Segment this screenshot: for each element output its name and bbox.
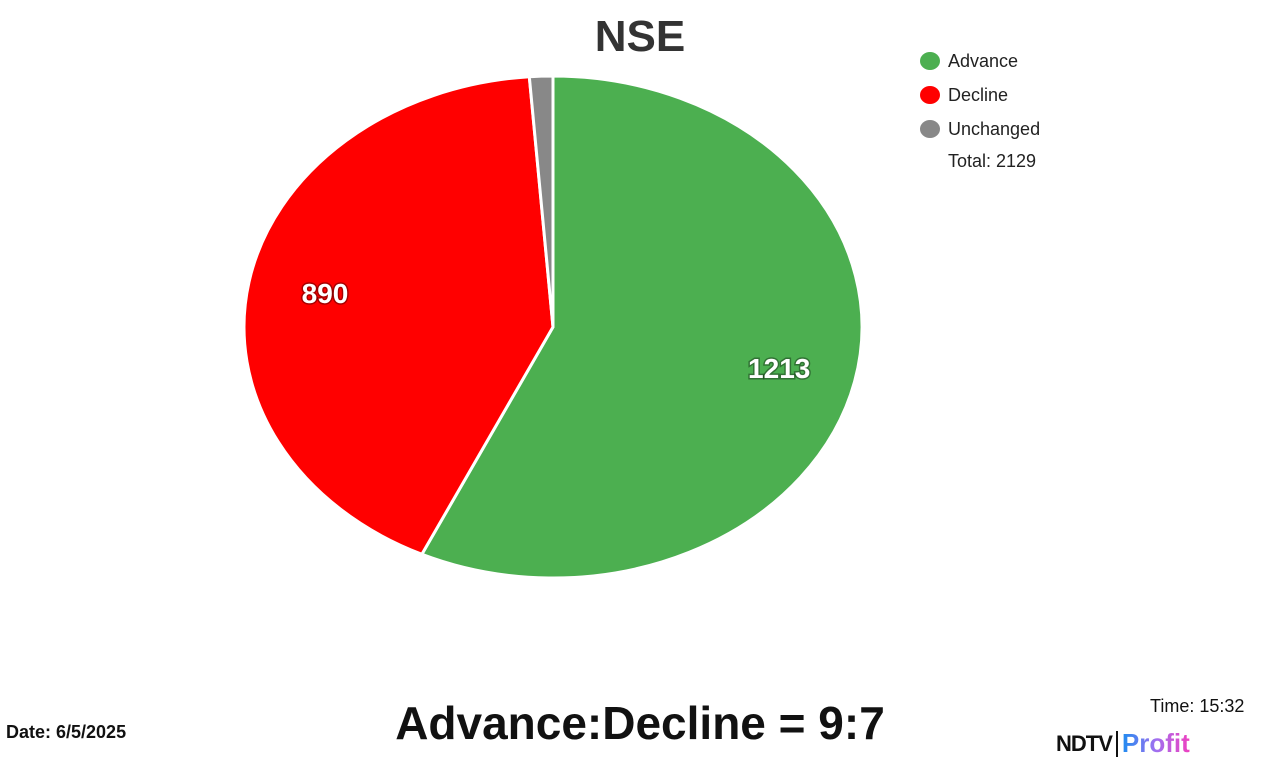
pie-slice-decline [242, 75, 555, 557]
advance-decline-ratio: Advance:Decline = 9:7 [0, 696, 1280, 750]
legend-item-unchanged: Unchanged [920, 112, 1040, 146]
legend-label: Advance [948, 50, 1019, 71]
date-label: Date: 6/5/2025 [6, 722, 127, 742]
legend-label: Decline [948, 84, 1009, 105]
data-label-advance: 1213 [748, 353, 810, 384]
legend-label: Unchanged [948, 118, 1041, 139]
legend: Advance Decline Unchanged Total: 2129 [920, 44, 1040, 176]
chart-title: NSE [594, 12, 686, 61]
logo-profit: Profit [1121, 728, 1190, 758]
legend-dot-unchanged [920, 120, 940, 138]
data-label-decline: 890 [302, 278, 349, 309]
legend-dot-advance [920, 52, 940, 70]
legend-item-advance: Advance [920, 44, 1040, 78]
logo-divider [1115, 730, 1118, 757]
pie-slice-unchanged [527, 74, 555, 328]
time-label: Time: 15:32 [1150, 696, 1245, 716]
pie-slice-advance [419, 74, 864, 580]
ratio-text: Advance:Decline = 9:7 [395, 697, 885, 749]
legend-dot-decline [920, 86, 940, 104]
logo-ndtv: NDTV [1056, 730, 1113, 756]
legend-item-decline: Decline [920, 78, 1040, 112]
ndtv-profit-logo: NDTV Profit [1056, 728, 1190, 759]
legend-total: Total: 2129 [948, 150, 1037, 171]
